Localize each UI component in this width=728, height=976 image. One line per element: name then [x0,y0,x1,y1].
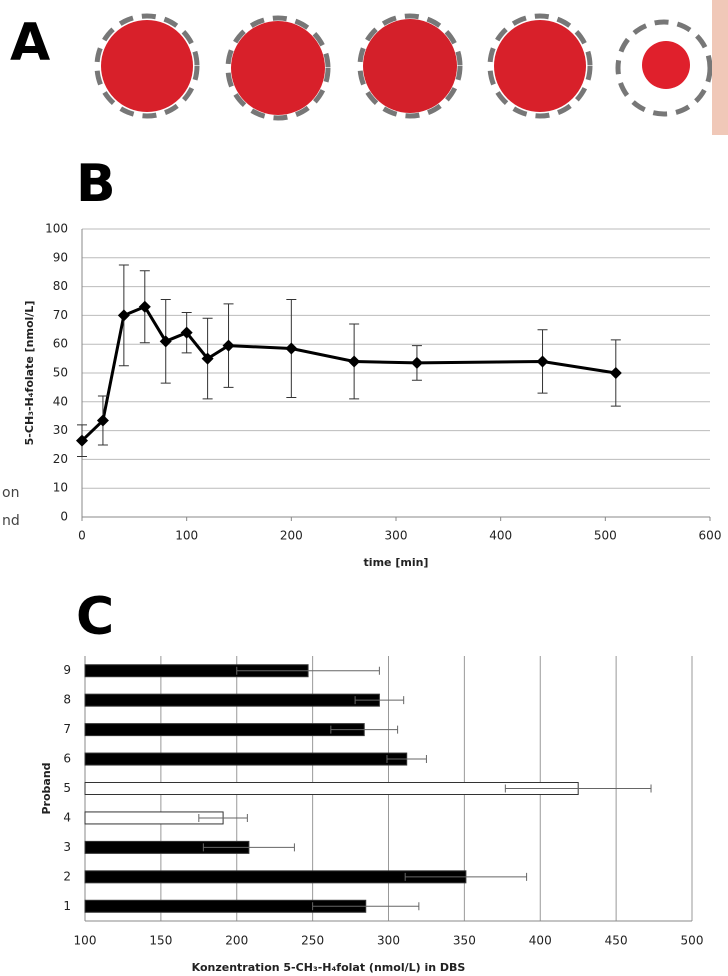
x-tick-label: 450 [605,934,628,948]
marker [76,434,88,447]
error-bar [504,784,652,793]
x-tick-label: 100 [74,934,97,948]
y-tick-label: 3 [63,840,71,854]
x-tick-label: 400 [529,934,552,948]
marker [180,326,193,339]
x-tick-label: 500 [594,529,617,543]
data-line [80,304,617,442]
y-tick-label: 4 [63,810,71,824]
marker [285,342,298,355]
error-bar [404,872,528,881]
y-tick-label: 0 [60,510,68,524]
y-tick-label: 40 [53,394,68,408]
y-tick-label: 6 [63,752,71,766]
y-tick-label: 90 [53,250,68,264]
error-bar [354,696,405,705]
x-tick-label: 300 [377,934,400,948]
marker [609,367,622,379]
y-tick-label: 5 [63,781,71,795]
marker [410,356,423,369]
y-tick-label: 7 [63,722,71,736]
x-tick-label: 350 [453,934,476,948]
error-bar [198,813,248,822]
y-tick-label: 100 [45,222,68,236]
marker [138,300,151,313]
x-tick-label: 400 [489,529,512,543]
photo-panel [94,0,728,135]
marker [159,335,172,348]
y-axis-label: Proband [40,762,53,814]
x-tick-label: 150 [149,934,172,948]
x-tick-label: 200 [280,529,303,543]
y-tick-label: 9 [63,663,71,677]
x-axis-label: time [min] [364,556,429,569]
error-bar [236,666,380,675]
marker [96,414,109,427]
marker [536,355,549,368]
marker [348,355,361,368]
y-tick-label: 1 [63,899,71,913]
y-tick-label: 30 [53,423,68,437]
y-tick-label: 2 [63,869,71,883]
panel-label: A [10,13,50,73]
x-tick-label: 300 [385,529,408,543]
x-axis-label: Konzentration 5-CH₃-H₄folat (nmol/L) in … [192,961,466,974]
y-tick-label: 70 [53,308,68,322]
panel-label: C [76,587,114,647]
marker [222,339,235,352]
x-tick-label: 500 [681,934,704,948]
error-bar [386,755,427,764]
panel-label: B [76,154,116,214]
bar [84,723,365,737]
bar [84,693,380,707]
x-tick-label: 100 [175,529,198,543]
x-tick-label: 200 [225,934,248,948]
marker [201,352,214,365]
y-tick-label: 50 [53,366,68,380]
y-axis-label: 5-CH₃-H₄folate [nmol/L] [23,301,36,446]
bar [84,752,408,766]
bar [84,782,579,795]
x-tick-label: 250 [301,934,324,948]
side-text: on [2,485,19,501]
side-text: nd [2,513,20,529]
error-bar [312,902,420,911]
y-tick-label: 10 [53,481,68,495]
x-tick-label: 0 [78,529,86,543]
marker [117,309,130,322]
y-tick-label: 20 [53,452,68,466]
y-tick-label: 60 [53,337,68,351]
y-tick-label: 80 [53,279,68,293]
y-tick-label: 8 [63,693,71,707]
error-bar [202,843,295,852]
x-tick-label: 600 [699,529,722,543]
error-bar [330,725,399,734]
